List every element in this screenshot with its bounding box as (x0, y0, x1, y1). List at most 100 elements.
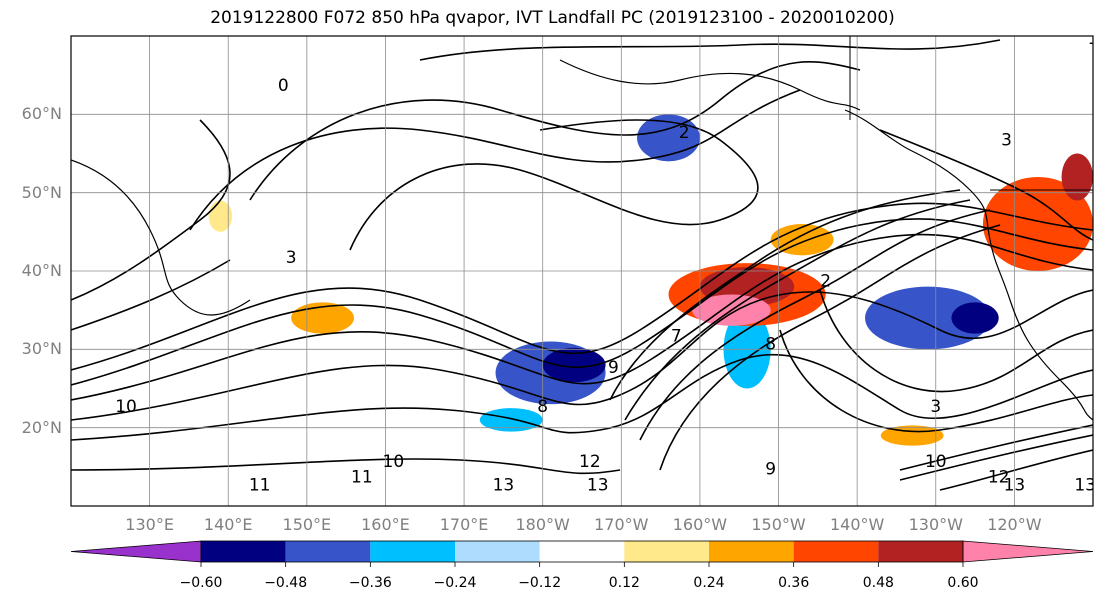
lon-tick-label: 150°W (751, 515, 806, 534)
colorbar-segment (370, 541, 455, 562)
contour-label: 13 (493, 475, 515, 495)
colorbar-segment (793, 541, 879, 562)
anomaly-region (865, 286, 991, 350)
contour-label: 9 (765, 460, 776, 480)
contour-label: 1 (1088, 29, 1099, 49)
colorbar-segment (878, 541, 963, 562)
contour-line (349, 119, 759, 251)
lon-tick-label: 170°E (439, 515, 489, 534)
lat-tick-label: 60°N (21, 104, 62, 124)
gridlines (71, 36, 1093, 506)
contour-label: 11 (351, 468, 373, 488)
contour-label: 3 (1001, 131, 1012, 151)
colorbar-tick-label: −0.48 (264, 575, 308, 591)
colorbar-segment (539, 541, 625, 562)
coastline-north-america (844, 109, 1093, 421)
colorbar-tick-label: 0.36 (778, 575, 810, 591)
contour-label: 3 (286, 248, 297, 268)
contour-line (879, 129, 1093, 241)
colorbar-tick-label: 0.48 (862, 575, 894, 591)
contour-label: 0 (278, 76, 289, 96)
contour-line (819, 289, 1093, 393)
contour-line (71, 353, 1093, 441)
contour-line (939, 449, 1093, 491)
colorbar-tick-label: −0.60 (179, 575, 223, 591)
contour-line (189, 89, 801, 231)
lat-tick-label: 30°N (21, 339, 62, 359)
lon-tick-label: 160°W (672, 515, 728, 534)
contour-line (71, 218, 1093, 386)
contour-label: 12 (988, 468, 1010, 488)
colorbar-extend-high (962, 540, 1094, 563)
contour-label: 10 (925, 452, 947, 472)
anomaly-region (479, 408, 543, 432)
colorbar-segment (624, 541, 709, 562)
plot-frame (70, 35, 1094, 507)
lon-tick-label: 170°W (594, 515, 649, 534)
lon-tick-label: 140°W (829, 515, 885, 534)
contour-line (659, 224, 1001, 471)
contour-label: 2 (679, 123, 690, 143)
colorbar (70, 540, 1094, 567)
contour-label: 2 (820, 272, 831, 292)
contour-line (71, 233, 1093, 401)
colorbar-tick-label: −0.24 (433, 575, 477, 591)
contour-label: 13 (1004, 475, 1026, 495)
colorbar-extend-low (70, 540, 202, 563)
contour-line (249, 61, 861, 201)
contour-layer (71, 39, 1093, 491)
contour-line (71, 458, 621, 475)
contour-line (419, 39, 1001, 61)
anomaly-region (770, 224, 834, 256)
contour-label: 10 (115, 397, 137, 417)
contour-label: 10 (383, 452, 405, 472)
contour-label: 9 (608, 358, 619, 378)
contour-label: 11 (249, 475, 271, 495)
colorbar-tick-label: 0.12 (608, 575, 640, 591)
contour-label: 7 (671, 327, 682, 347)
contour-line (71, 202, 1093, 371)
lon-tick-label: 160°E (361, 515, 410, 534)
colorbar-frame (200, 540, 964, 563)
colorbar-segment (709, 541, 794, 562)
contour-label: 8 (765, 334, 776, 354)
lon-tick-label: 130°W (908, 515, 963, 534)
lat-tick-label: 50°N (21, 182, 62, 202)
colorbar-tick-label: −0.36 (348, 575, 392, 591)
lat-tick-label: 20°N (21, 417, 62, 437)
lon-tick-label: 130°E (125, 515, 174, 534)
coastline-alaska (559, 59, 861, 111)
anomaly-region (1061, 153, 1093, 201)
contour-label: 3 (930, 397, 941, 417)
lat-tick-label: 40°N (21, 261, 62, 280)
contour-line (899, 434, 1093, 481)
colorbar-segment (201, 541, 286, 562)
colorbar-segment (285, 541, 371, 562)
colorbar-tick-label: 0.24 (693, 575, 725, 591)
contour-line (779, 329, 1093, 433)
lon-tick-label: 150°E (282, 515, 332, 534)
anomaly-region (951, 302, 999, 334)
contour-label: 13 (587, 475, 609, 495)
anomaly-region (982, 177, 1093, 271)
lon-tick-label: 120°W (987, 515, 1042, 534)
coastline-asia (71, 159, 251, 316)
colorbar-tick-label: 0.60 (947, 575, 979, 591)
contour-label: 12 (579, 452, 601, 472)
contour-line (899, 424, 1093, 471)
anomaly-region (542, 347, 606, 383)
lon-tick-label: 180°W (515, 515, 570, 534)
contour-line (71, 259, 231, 331)
contour-line (624, 199, 971, 421)
chart-title: 2019122800 F072 850 hPa qvapor, IVT Land… (210, 8, 895, 28)
contour-line (71, 119, 231, 301)
colorbar-tick-label: −0.12 (518, 575, 562, 591)
contour-label: 13 (1074, 475, 1096, 495)
contour-line (639, 209, 991, 441)
anomaly-fill-layer (208, 114, 1093, 446)
coastline-layer (71, 36, 1093, 421)
contour-label: 8 (537, 397, 548, 417)
colorbar-segment (455, 541, 540, 562)
